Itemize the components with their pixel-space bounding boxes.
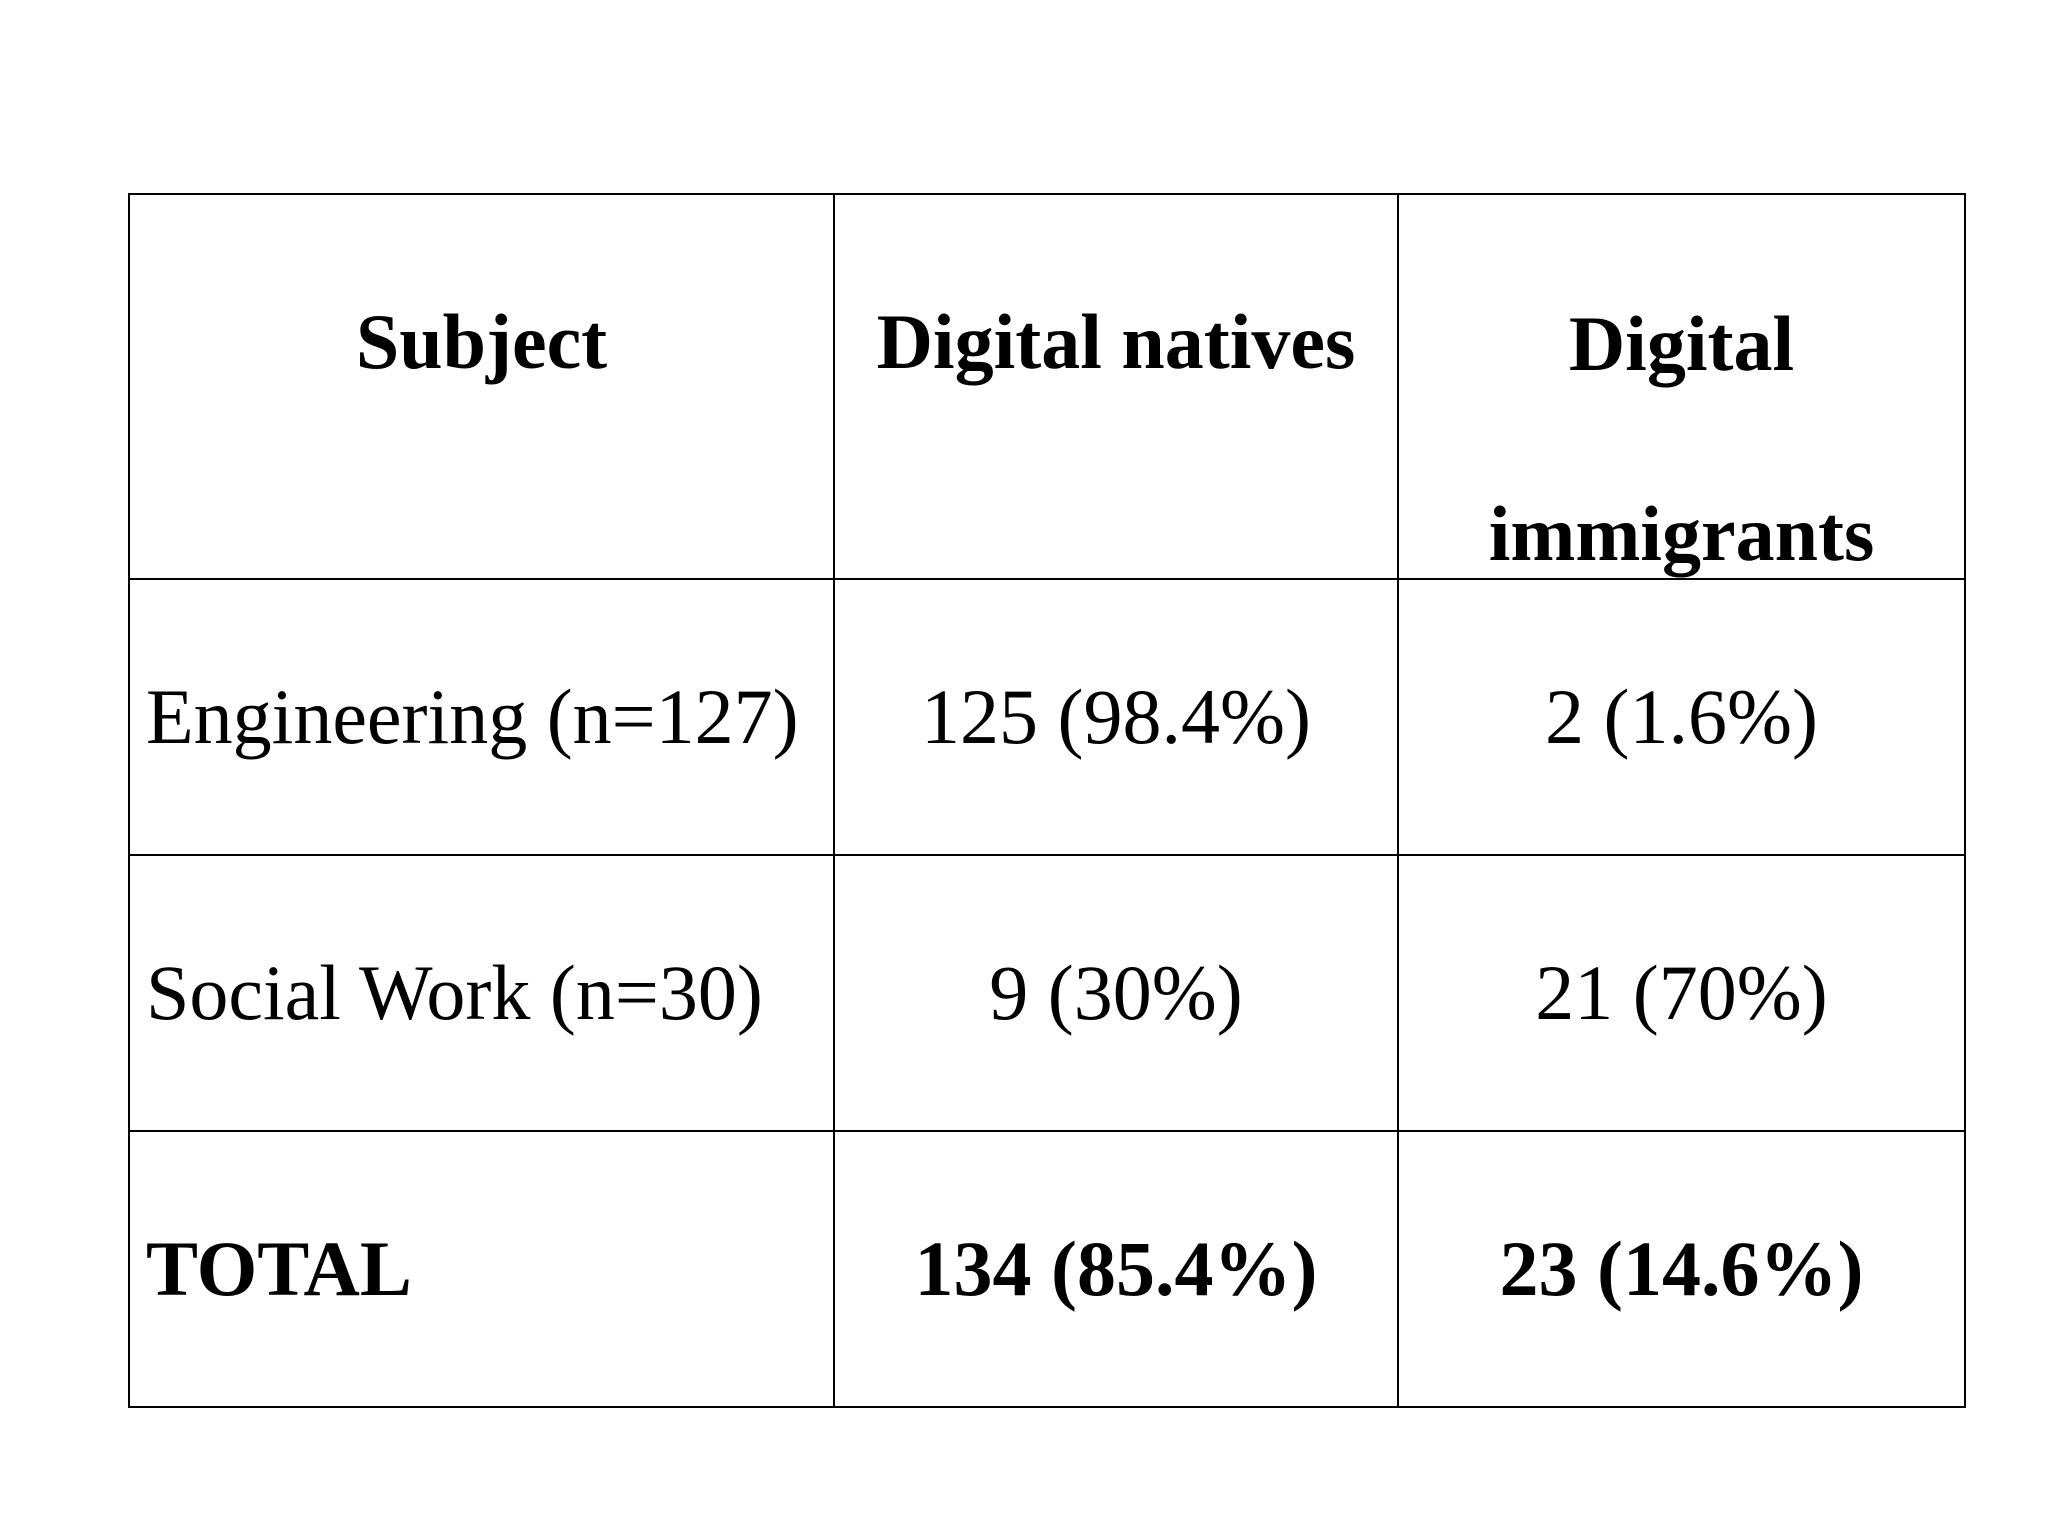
header-immigrants-line1: Digital xyxy=(1568,300,1795,387)
total-immigrants-cell: 23 (14.6%) xyxy=(1397,1130,1966,1408)
header-immigrants-line2: immigrants xyxy=(1488,490,1875,577)
immigrants-cell: 2 (1.6%) xyxy=(1397,578,1966,856)
total-label: TOTAL xyxy=(128,1130,835,1408)
total-row: TOTAL 134 (85.4%) 23 (14.6%) xyxy=(128,1130,1966,1408)
natives-cell: 125 (98.4%) xyxy=(833,578,1399,856)
header-row: Subject Digital natives Digital immigran… xyxy=(128,193,1966,580)
table-row: Engineering (n=127) 125 (98.4%) 2 (1.6%) xyxy=(128,578,1966,856)
table-row: Social Work (n=30) 9 (30%) 21 (70%) xyxy=(128,854,1966,1132)
subject-cell: Engineering (n=127) xyxy=(128,578,835,856)
header-digital-immigrants: Digital immigrants xyxy=(1397,193,1966,580)
header-digital-natives: Digital natives xyxy=(833,193,1399,580)
results-table: Subject Digital natives Digital immigran… xyxy=(128,193,1966,1408)
natives-cell: 9 (30%) xyxy=(833,854,1399,1132)
immigrants-cell: 21 (70%) xyxy=(1397,854,1966,1132)
total-natives-cell: 134 (85.4%) xyxy=(833,1130,1399,1408)
subject-cell: Social Work (n=30) xyxy=(128,854,835,1132)
header-subject: Subject xyxy=(128,193,835,580)
